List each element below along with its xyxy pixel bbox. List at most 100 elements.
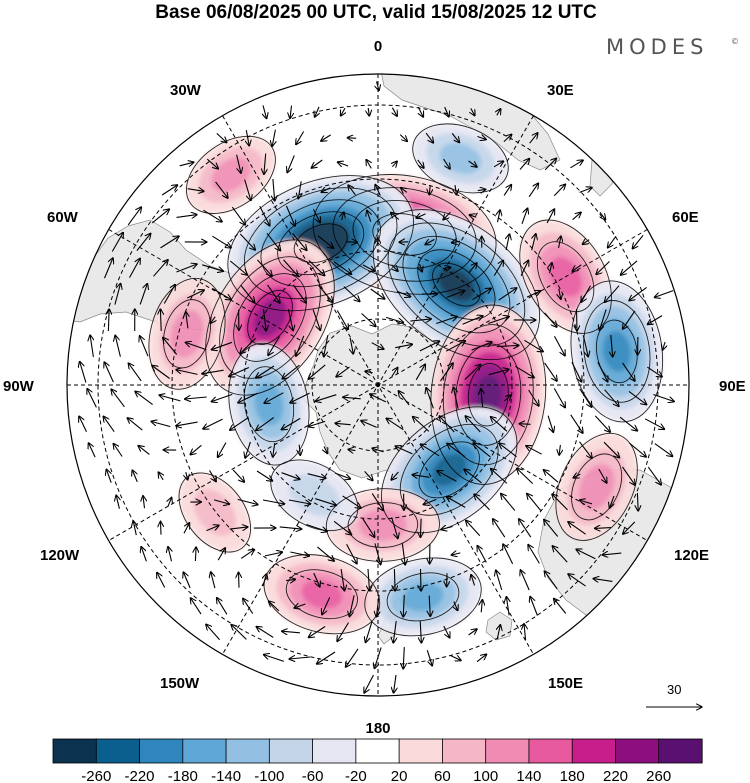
wind-arrow-81 <box>266 232 281 250</box>
center-130e-south-australia-contour-0 <box>380 406 518 534</box>
wind-arrow-395 <box>308 626 326 638</box>
wind-arrow-70 <box>498 210 501 223</box>
wind-arrow-217 <box>343 397 361 399</box>
colorbar-bin--60-to--20 <box>312 738 357 764</box>
wind-arrow-73 <box>572 212 581 221</box>
wind-arrow-406 <box>317 651 336 664</box>
wind-arrow-5 <box>368 107 369 116</box>
wind-arrow-295 <box>598 468 607 483</box>
wind-arrow-244 <box>439 416 455 433</box>
wind-arrow-32 <box>417 159 424 168</box>
wind-arrow-169 <box>296 335 305 356</box>
wind-arrow-56 <box>127 207 141 226</box>
wind-arrow-43 <box>273 178 275 201</box>
wind-arrow-134 <box>559 288 561 299</box>
colorbar-bin-180-to-220 <box>571 738 617 764</box>
wind-arrow-31 <box>392 161 397 166</box>
wind-arrow-187 <box>152 366 170 379</box>
wind-arrow-230 <box>79 416 87 433</box>
wind-arrow-205 <box>622 362 635 381</box>
center-60w-patagonia-band-5 <box>253 298 287 337</box>
center-170e-new-zealand-contour-0 <box>364 557 482 637</box>
lon-label-90w: 90W <box>3 378 35 395</box>
wind-arrow-279 <box>186 471 188 480</box>
wind-arrow-373 <box>544 571 558 590</box>
wind-arrow-65 <box>367 210 371 222</box>
wind-arrow-298 <box>116 495 119 509</box>
colorbar-tick-label: 60 <box>434 768 451 783</box>
wind-arrow-255 <box>138 446 150 455</box>
wind-arrow-66 <box>391 213 400 220</box>
colorbar-tick-label: -140 <box>211 768 241 783</box>
wind-arrow-330 <box>420 518 421 538</box>
wind-arrow-176 <box>471 342 492 351</box>
wind-arrow-201 <box>515 365 534 377</box>
wind-arrow-392 <box>231 625 247 640</box>
wind-arrow-402 <box>497 625 500 640</box>
wind-arrow-215 <box>290 392 310 403</box>
center-35e-south-indian-contour-4 <box>432 262 481 307</box>
colorbar-tick-label: 140 <box>516 768 541 783</box>
lon-label-30w: 30W <box>170 82 202 99</box>
colorbar-tick-label: -60 <box>302 768 324 783</box>
wind-arrow-80 <box>239 233 255 250</box>
wind-arrow-2 <box>290 105 292 119</box>
wind-arrow-120 <box>187 290 204 299</box>
wind-arrow-368 <box>421 568 422 591</box>
wind-arrow-223 <box>503 395 511 402</box>
wind-arrow-352 <box>477 546 487 563</box>
wind-arrow-338 <box>623 521 636 534</box>
wind-arrow-283 <box>281 472 300 480</box>
wind-arrow-269 <box>499 443 517 458</box>
wind-arrow-36 <box>519 159 530 170</box>
wind-arrow-219 <box>398 391 410 406</box>
wind-arrow-250 <box>594 415 610 432</box>
wind-arrow-292 <box>517 468 534 484</box>
wind-arrow-186 <box>128 363 142 382</box>
wind-arrow-341 <box>195 547 196 562</box>
wind-arrow-409 <box>403 647 404 669</box>
wind-arrow-100 <box>202 264 223 271</box>
wind-arrow-181 <box>611 334 613 357</box>
center-75w-pacific <box>148 278 226 390</box>
wind-arrow-105 <box>333 261 352 274</box>
wind-arrow-46 <box>348 185 356 196</box>
wind-arrow-222 <box>481 389 483 408</box>
wind-arrow-196 <box>391 368 398 377</box>
wind-arrow-393 <box>256 627 274 638</box>
wind-arrow-210 <box>159 395 181 402</box>
wind-arrow-38 <box>570 160 583 169</box>
wind-arrow-15 <box>321 134 331 141</box>
center-130e-south-australia-band-5 <box>431 453 467 487</box>
colorbar-bin-140-to-180 <box>528 738 573 764</box>
center-90e-south-indian-contour-0 <box>430 304 547 485</box>
wind-arrow-124 <box>292 284 306 303</box>
polar-map <box>67 74 689 696</box>
lon-label-120w: 120W <box>40 547 80 564</box>
wind-arrow-248 <box>547 415 553 433</box>
colorbar-tick-label: -20 <box>345 768 367 783</box>
center-140w-pacific <box>270 459 358 531</box>
colorbar-bin--300-to--260 <box>52 738 97 764</box>
lon-label-180: 180 <box>365 720 390 737</box>
wind-arrow-386 <box>454 601 458 611</box>
center-110e-australia-band-2 <box>578 463 615 510</box>
wind-arrow-19 <box>451 133 459 142</box>
wind-arrow-380 <box>294 604 306 608</box>
wind-arrow-63 <box>313 209 321 222</box>
wind-arrow-192 <box>282 364 300 379</box>
wind-arrow-188 <box>176 370 198 375</box>
wind-arrow-294 <box>573 474 581 478</box>
wind-arrow-347 <box>346 544 357 563</box>
wind-arrow-278 <box>158 472 163 481</box>
colorbar-tick-label: 220 <box>603 768 628 783</box>
wind-arrow-340 <box>168 547 172 562</box>
wind-arrow-21 <box>503 134 512 143</box>
wind-arrow-241 <box>361 421 377 428</box>
wind-arrow-339 <box>141 547 147 562</box>
wind-arrow-399 <box>420 621 421 643</box>
wind-arrow-357 <box>602 553 622 555</box>
wind-arrow-26 <box>264 153 266 175</box>
center-95w-bellingshausen-band-3 <box>254 383 284 426</box>
wind-arrow-257 <box>190 444 202 454</box>
